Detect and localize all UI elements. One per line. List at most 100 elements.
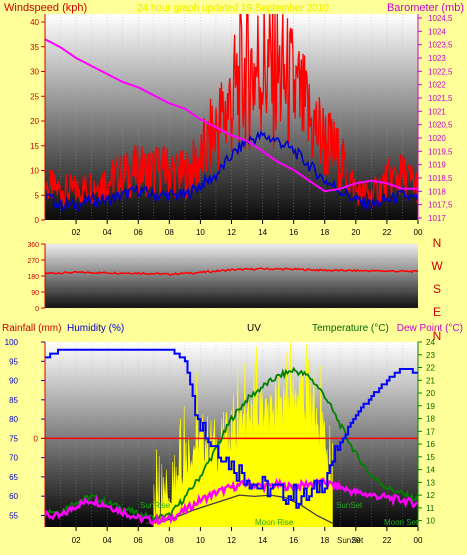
- baro-y-tick-label: 1019,5: [428, 147, 453, 156]
- temp-y-tick-label: 15: [426, 453, 435, 462]
- temp-y-tick-label: 17: [426, 427, 435, 436]
- baro-y-tick-label: 1018,5: [428, 174, 453, 183]
- moonrise-annotation: Moon Rise: [255, 518, 294, 527]
- compass-label: N: [433, 329, 442, 343]
- temp-y-tick-label: 11: [426, 504, 435, 513]
- wind-x-tick-label: 08: [165, 228, 174, 237]
- moonset-annotation: Moon Set: [384, 518, 419, 527]
- wind-x-tick-label: 10: [196, 228, 205, 237]
- temp-y-tick-label: 12: [426, 491, 435, 500]
- windspeed-line: [45, 14, 418, 208]
- humidity-y-tick-label: 85: [9, 396, 18, 405]
- barometer-line: [45, 38, 418, 193]
- temp-x-tick-label: 00: [414, 536, 423, 545]
- temp-y-tick-label: 23: [426, 351, 435, 360]
- temp-x-tick-label: 22: [382, 536, 391, 545]
- direction-series: [45, 267, 418, 276]
- temp-y-tick-label: 18: [426, 415, 435, 424]
- temp-y-tick-label: 16: [426, 440, 435, 449]
- temp-y-tick-label: 10: [426, 517, 435, 526]
- dewpoint-line: [45, 477, 418, 526]
- wind-y-tick-label: 20: [30, 117, 39, 126]
- wind-x-tick-label: 00: [414, 228, 423, 237]
- wind-y-tick-label: 5: [35, 191, 40, 200]
- wind-y-tick-label: 25: [30, 92, 39, 101]
- wind-axis-title: Windspeed (kph): [4, 2, 87, 14]
- graph-subtitle: 24 hour graph updated 19 September 2010: [137, 3, 329, 14]
- baro-y-tick-label: 1023,5: [428, 41, 453, 50]
- temp-humidity-series: [45, 342, 418, 527]
- temp-x-tick-label: 16: [289, 536, 298, 545]
- uv-axis-title: UV: [247, 323, 261, 334]
- wind-y-tick-label: 30: [30, 68, 39, 77]
- humidity-y-tick-label: 80: [9, 415, 18, 424]
- baro-y-tick-label: 1023: [428, 54, 446, 63]
- wind-y-tick-label: 40: [30, 18, 39, 27]
- humidity-y-tick-label: 70: [9, 454, 18, 463]
- direction-y-tick-label: 360: [27, 242, 39, 249]
- wind-x-tick-label: 14: [258, 228, 267, 237]
- wind-direction-line: [45, 267, 418, 276]
- rainfall-y-tick-label: 0: [34, 434, 39, 443]
- temp-x-tick-label: 06: [134, 536, 143, 545]
- compass-label: S: [433, 282, 441, 296]
- temp-x-tick-label: 12: [227, 536, 236, 545]
- temp-humidity-axes: 5560657075808590951001011121314151617181…: [5, 338, 436, 545]
- direction-y-tick-label: 0: [35, 306, 39, 313]
- baro-y-tick-label: 1020: [428, 134, 446, 143]
- direction-gridlines: [45, 243, 418, 309]
- compass-label: E: [433, 305, 441, 319]
- humidity-y-tick-label: 60: [9, 492, 18, 501]
- temp-x-tick-label: 18: [320, 536, 329, 545]
- direction-y-tick-label: 180: [27, 274, 39, 281]
- wind-y-tick-label: 15: [30, 142, 39, 151]
- humidity-y-tick-label: 100: [5, 338, 19, 347]
- baro-y-tick-label: 1022: [428, 81, 446, 90]
- baro-y-tick-label: 1024: [428, 27, 446, 36]
- temp-y-tick-label: 19: [426, 402, 435, 411]
- humidity-line: [45, 348, 418, 509]
- sunrise-annotation: SunRise: [140, 501, 171, 510]
- humidity-y-tick-label: 75: [9, 434, 18, 443]
- temp-y-tick-label: 22: [426, 364, 435, 373]
- wind-y-tick-label: 0: [35, 216, 40, 225]
- humidity-y-tick-label: 65: [9, 473, 18, 482]
- sunset-annotation: SunSet: [336, 501, 363, 510]
- compass-label: W: [431, 259, 443, 273]
- humidity-y-tick-label: 55: [9, 511, 18, 520]
- temp-y-tick-label: 20: [426, 389, 435, 398]
- temp-x-tick-label: 10: [196, 536, 205, 545]
- wind-x-tick-label: 16: [289, 228, 298, 237]
- wind-x-tick-label: 06: [134, 228, 143, 237]
- wind-x-tick-label: 18: [320, 228, 329, 237]
- temp-y-tick-label: 24: [426, 338, 435, 347]
- wind-x-tick-label: 20: [351, 228, 360, 237]
- gust-line: [45, 129, 418, 212]
- baro-y-tick-label: 1022,5: [428, 67, 453, 76]
- baro-y-tick-label: 1018: [428, 187, 446, 196]
- wind-y-tick-label: 35: [30, 43, 39, 52]
- wind-x-tick-label: 04: [103, 228, 112, 237]
- temp-x-tick-label: 02: [72, 536, 81, 545]
- wind-x-tick-label: 12: [227, 228, 236, 237]
- baro-y-tick-label: 1024,5: [428, 14, 453, 23]
- baro-y-tick-label: 1017,5: [428, 201, 453, 210]
- humidity-y-tick-label: 95: [9, 357, 18, 366]
- baro-y-tick-label: 1020,5: [428, 121, 453, 130]
- wind-x-tick-label: 02: [72, 228, 81, 237]
- temp-y-tick-label: 13: [426, 478, 435, 487]
- baro-axis-title: Barometer (mb): [387, 2, 464, 14]
- humidity-y-tick-label: 90: [9, 377, 18, 386]
- temp-x-tick-label: 04: [103, 536, 112, 545]
- temperature-axis-title: Temperature (°C): [312, 323, 389, 334]
- direction-y-tick-label: 90: [31, 290, 39, 297]
- wind-baro-axes: 051015202530354010171017,510181018,51019…: [30, 14, 453, 237]
- temp-x-tick-label: 14: [258, 536, 267, 545]
- temp-x-tick-label: 08: [165, 536, 174, 545]
- wind-y-tick-label: 10: [30, 167, 39, 176]
- baro-y-tick-label: 1021: [428, 107, 446, 116]
- temp-y-tick-label: 14: [426, 466, 435, 475]
- rainfall-axis-title: Rainfall (mm): [2, 323, 61, 334]
- temp-y-tick-label: 21: [426, 376, 435, 385]
